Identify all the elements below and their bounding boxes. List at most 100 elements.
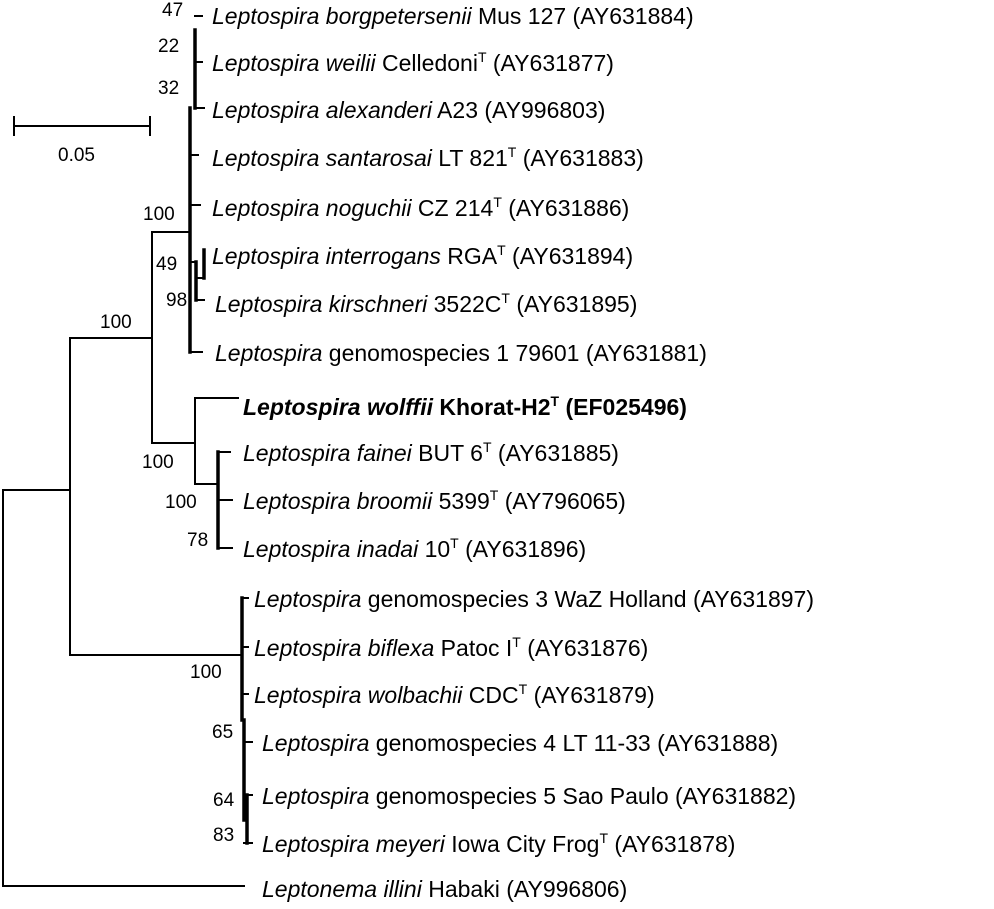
- taxon-label: Leptospira genomospecies 5 Sao Paulo (AY…: [262, 783, 796, 809]
- strain-name: 10: [418, 536, 450, 562]
- strain-name: CZ 214: [411, 195, 493, 221]
- taxon-label: Leptospira wolbachii CDCT (AY631879): [254, 681, 655, 708]
- accession-number: (AY996803): [478, 97, 605, 123]
- taxon-name: Leptospira biflexa: [254, 635, 434, 661]
- strain-name: Iowa City Frog: [445, 831, 600, 857]
- taxon-name: Leptospira meyeri: [262, 831, 446, 857]
- taxon-label: Leptospira broomii 5399T (AY796065): [243, 487, 626, 514]
- taxon-name: Leptospira weilii: [212, 50, 377, 76]
- taxon-name: Leptospira: [254, 586, 361, 612]
- type-strain-marker: T: [490, 487, 499, 503]
- type-strain-marker: T: [493, 194, 502, 210]
- type-strain-marker: T: [508, 144, 517, 160]
- taxon-label: Leptospira alexanderi A23 (AY996803): [212, 97, 605, 123]
- strain-name: LT 821: [432, 145, 508, 171]
- taxon-label: Leptospira kirschneri 3522CT (AY631895): [215, 290, 637, 317]
- strain-name: genomospecies 4 LT 11-33: [369, 730, 650, 756]
- strain-name: Celledoni: [376, 50, 478, 76]
- accession-number: (AY631878): [608, 831, 735, 857]
- strain-name: A23: [432, 97, 478, 123]
- accession-number: (AY631894): [506, 243, 633, 269]
- taxon-label: Leptospira inadai 10T (AY631896): [243, 535, 586, 562]
- strain-name: 5399: [432, 488, 490, 514]
- bootstrap-value: 100: [100, 312, 132, 333]
- strain-name: Habaki: [422, 876, 500, 902]
- taxon-label: Leptospira genomospecies 1 79601 (AY6318…: [215, 340, 707, 366]
- taxon-label: Leptospira genomospecies 4 LT 11-33 (AY6…: [262, 730, 778, 756]
- accession-number: (AY631883): [516, 145, 643, 171]
- taxon-label: Leptospira genomospecies 3 WaZ Holland (…: [254, 586, 814, 612]
- bootstrap-value: 32: [158, 78, 179, 99]
- accession-number: (AY631881): [579, 340, 706, 366]
- scale-bar: 0.05: [13, 116, 151, 166]
- taxon-name: Leptospira borgpetersenii: [212, 3, 472, 29]
- taxon-name: Leptospira: [215, 340, 322, 366]
- taxon-name: Leptospira wolbachii: [254, 682, 463, 708]
- accession-number: (AY631888): [651, 730, 778, 756]
- type-strain-marker: T: [478, 49, 487, 65]
- strain-name: genomospecies 1 79601: [322, 340, 579, 366]
- type-strain-marker: T: [512, 634, 521, 650]
- taxon-label: Leptospira noguchii CZ 214T (AY631886): [212, 194, 629, 221]
- taxon-name: Leptospira kirschneri: [215, 291, 428, 317]
- type-strain-marker: T: [501, 290, 510, 306]
- accession-number: (AY631876): [521, 635, 648, 661]
- strain-name: 3522C: [427, 291, 501, 317]
- strain-name: Khorat-H2: [433, 394, 551, 420]
- taxon-labels: Leptospira borgpetersenii Mus 127 (AY631…: [212, 3, 814, 902]
- accession-number: (AY631895): [510, 291, 637, 317]
- taxon-name: Leptonema illini: [262, 876, 423, 902]
- taxon-label: Leptospira santarosai LT 821T (AY631883): [212, 144, 644, 171]
- strain-name: CDC: [462, 682, 518, 708]
- type-strain-marker: T: [519, 681, 528, 697]
- taxon-name: Leptospira broomii: [243, 488, 433, 514]
- strain-name: Patoc I: [434, 635, 512, 661]
- strain-name: genomospecies 3 WaZ Holland: [361, 586, 686, 612]
- accession-number: (AY631886): [502, 195, 629, 221]
- bootstrap-value: 83: [213, 825, 234, 846]
- taxon-name: Leptospira inadai: [243, 536, 419, 562]
- accession-number: (EF025496): [559, 394, 687, 420]
- accession-number: (AY631885): [492, 440, 619, 466]
- strain-name: BUT 6: [412, 440, 483, 466]
- strain-name: RGA: [441, 243, 498, 269]
- type-strain-marker: T: [450, 535, 459, 551]
- accession-number: (AY631879): [527, 682, 654, 708]
- bootstrap-value: 65: [212, 722, 233, 743]
- accession-number: (AY631882): [669, 783, 796, 809]
- taxon-name: Leptospira interrogans: [212, 243, 441, 269]
- type-strain-marker: T: [497, 242, 506, 258]
- taxon-label: Leptonema illini Habaki (AY996806): [262, 876, 627, 902]
- scale-bar-label: 0.05: [58, 145, 95, 166]
- bootstrap-value: 22: [158, 36, 179, 57]
- bootstrap-value: 100: [190, 662, 222, 683]
- taxon-name: Leptospira fainei: [243, 440, 413, 466]
- taxon-label: Leptospira interrogans RGAT (AY631894): [212, 242, 633, 269]
- bootstrap-value: 47: [162, 0, 183, 21]
- taxon-label: Leptospira wolffii Khorat-H2T (EF025496): [243, 393, 687, 420]
- accession-number: (AY996806): [500, 876, 627, 902]
- bootstrap-value: 100: [165, 492, 197, 513]
- bootstrap-value: 100: [142, 452, 174, 473]
- bootstrap-values: 47 22 32 100 49 98 100 100 100 78 100 65…: [100, 0, 235, 846]
- taxon-name: Leptospira noguchii: [212, 195, 412, 221]
- taxon-name: Leptospira alexanderi: [212, 97, 433, 123]
- accession-number: (AY631884): [566, 3, 693, 29]
- taxon-label: Leptospira meyeri Iowa City FrogT (AY631…: [262, 830, 735, 857]
- accession-number: (AY796065): [498, 488, 625, 514]
- bootstrap-value: 98: [166, 290, 187, 311]
- type-strain-marker: T: [599, 830, 608, 846]
- taxon-label: Leptospira fainei BUT 6T (AY631885): [243, 439, 619, 466]
- type-strain-marker: T: [483, 439, 492, 455]
- taxon-label: Leptospira biflexa Patoc IT (AY631876): [254, 634, 648, 661]
- taxon-name: Leptospira: [262, 730, 369, 756]
- taxon-label: Leptospira borgpetersenii Mus 127 (AY631…: [212, 3, 694, 29]
- taxon-name: Leptospira santarosai: [212, 145, 433, 171]
- taxon-name: Leptospira wolffii: [243, 394, 434, 420]
- bootstrap-value: 78: [187, 530, 208, 551]
- bootstrap-value: 49: [156, 254, 177, 275]
- accession-number: (AY631897): [687, 586, 814, 612]
- strain-name: genomospecies 5 Sao Paulo: [369, 783, 668, 809]
- strain-name: Mus 127: [472, 3, 567, 29]
